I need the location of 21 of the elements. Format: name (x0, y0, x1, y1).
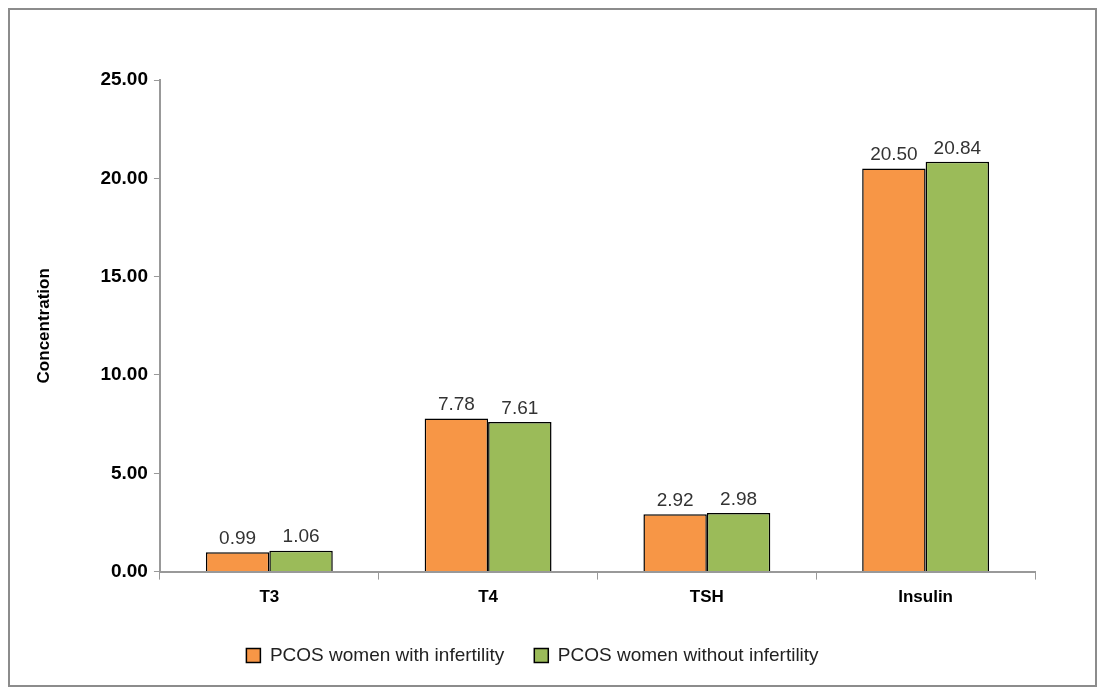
x-tick-label: TSH (689, 587, 724, 607)
data-label: 2.92 (656, 488, 694, 510)
y-tick-label: 5.00 (110, 461, 148, 483)
x-tick-label: T3 (259, 587, 280, 607)
y-axis-title: Concentration (33, 268, 53, 384)
y-tick-label: 15.00 (100, 264, 148, 286)
legend-label: PCOS women with infertility (269, 643, 505, 665)
data-label: 2.98 (720, 487, 758, 509)
y-tick-label: 0.00 (110, 559, 148, 581)
data-label: 1.06 (282, 525, 320, 547)
y-tick-label: 20.00 (100, 166, 148, 188)
data-label: 20.84 (933, 136, 982, 158)
data-label: 7.61 (501, 396, 539, 418)
legend-label: PCOS women without infertility (557, 643, 820, 665)
x-tick-label: T4 (478, 587, 499, 607)
data-label: 20.50 (870, 143, 918, 165)
x-tick-label: Insulin (898, 587, 954, 607)
y-tick-label: 10.00 (100, 363, 148, 385)
data-label: 0.99 (219, 526, 257, 548)
y-tick-label: 25.00 (100, 68, 148, 90)
data-label: 7.78 (437, 393, 475, 415)
